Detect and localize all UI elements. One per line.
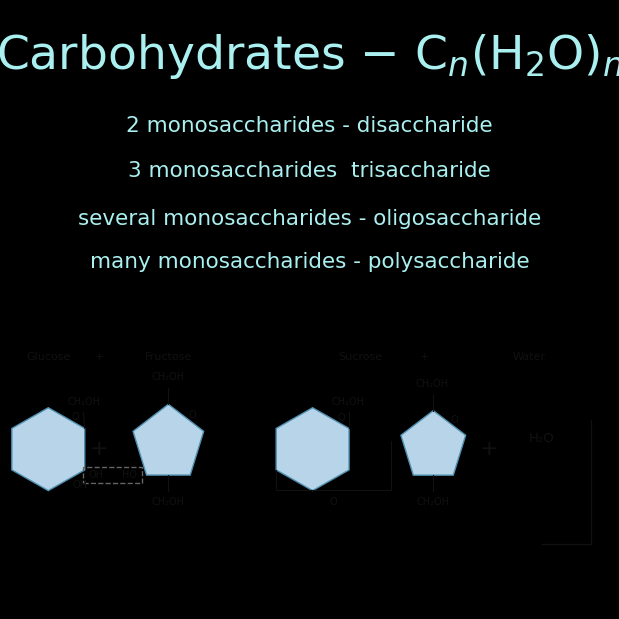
Text: Carbohydrates $-$ C$_n$(H$_2$O)$_n$: Carbohydrates $-$ C$_n$(H$_2$O)$_n$ <box>0 32 619 81</box>
Text: +: + <box>419 352 429 362</box>
Text: O: O <box>330 497 337 507</box>
Text: +: + <box>480 439 498 459</box>
Text: O: O <box>451 415 458 425</box>
Text: CH₂OH: CH₂OH <box>332 397 365 407</box>
Polygon shape <box>401 410 465 475</box>
Text: OH: OH <box>72 480 87 490</box>
Bar <box>84 467 142 483</box>
Text: CH₂OH: CH₂OH <box>417 497 450 507</box>
Text: CH₂OH: CH₂OH <box>67 397 100 407</box>
Text: +: + <box>90 439 108 459</box>
Text: Sucrose: Sucrose <box>338 352 383 362</box>
Text: HO: HO <box>123 470 137 480</box>
Text: O: O <box>188 410 196 420</box>
Polygon shape <box>133 404 204 475</box>
Text: Water: Water <box>513 352 546 362</box>
Text: Glucose: Glucose <box>26 352 71 362</box>
Text: H₂O: H₂O <box>529 432 555 445</box>
Text: CH₂OH: CH₂OH <box>416 379 449 389</box>
Text: O: O <box>71 412 79 422</box>
Text: O: O <box>337 413 345 423</box>
Polygon shape <box>276 408 349 491</box>
Text: many monosaccharides - polysaccharide: many monosaccharides - polysaccharide <box>90 251 529 272</box>
Text: CH₂OH: CH₂OH <box>151 373 184 383</box>
Text: 3 monosaccharides  trisaccharide: 3 monosaccharides trisaccharide <box>128 160 491 181</box>
Text: +: + <box>94 352 104 362</box>
Text: several monosaccharides - oligosaccharide: several monosaccharides - oligosaccharid… <box>78 209 541 228</box>
Text: Fructose: Fructose <box>145 352 192 362</box>
Text: CH₂OH: CH₂OH <box>152 497 185 507</box>
Polygon shape <box>12 408 85 491</box>
Text: 2 monosaccharides - disaccharide: 2 monosaccharides - disaccharide <box>126 116 493 136</box>
Text: OH: OH <box>89 470 103 480</box>
